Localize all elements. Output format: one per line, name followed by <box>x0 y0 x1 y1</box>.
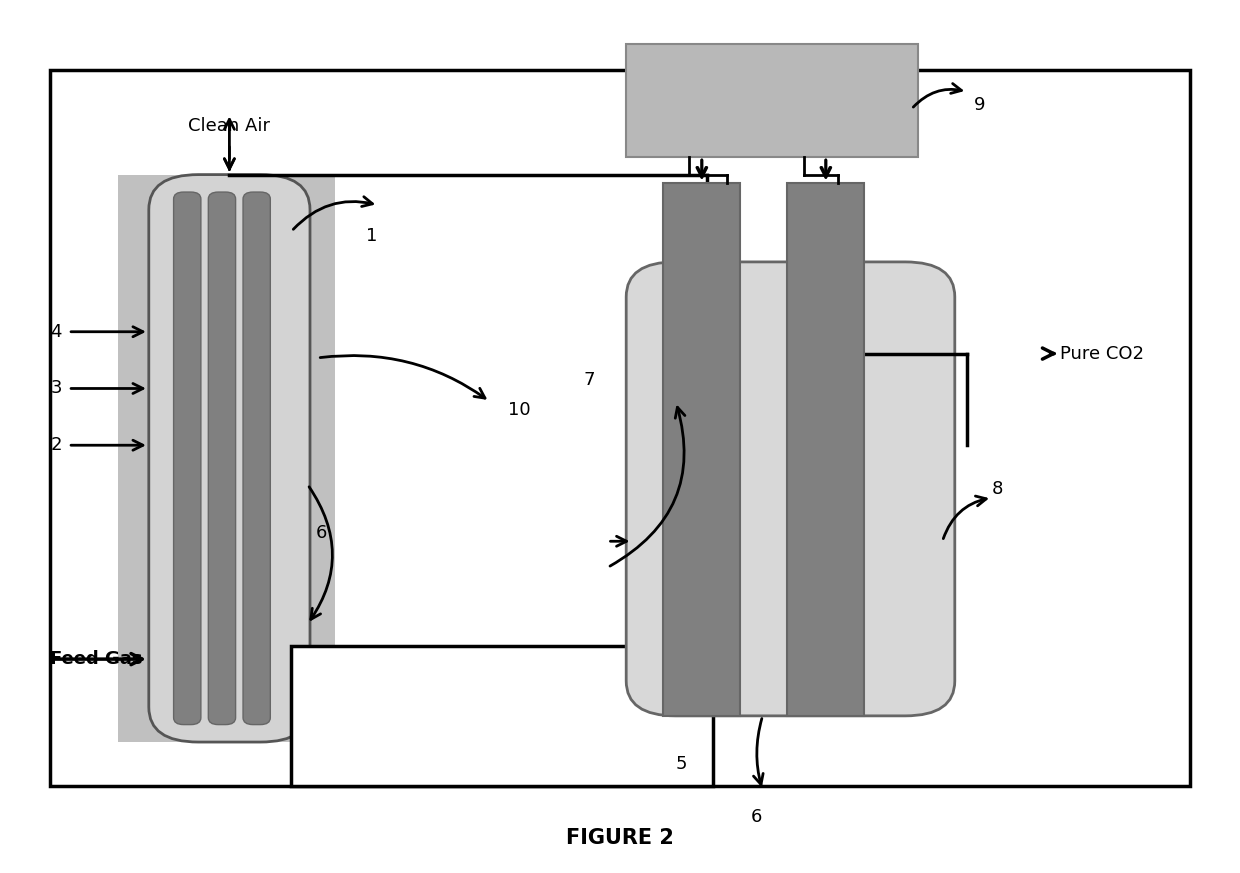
Text: 6: 6 <box>316 524 327 541</box>
Text: 1: 1 <box>366 227 377 244</box>
FancyBboxPatch shape <box>174 192 201 725</box>
Text: Feed Gas: Feed Gas <box>50 650 143 668</box>
Text: FIGURE 2: FIGURE 2 <box>567 828 673 848</box>
FancyBboxPatch shape <box>149 175 310 742</box>
Text: 3: 3 <box>51 380 62 397</box>
Text: 5: 5 <box>676 754 687 773</box>
Text: 7: 7 <box>584 371 595 388</box>
FancyBboxPatch shape <box>208 192 236 725</box>
Bar <box>787 183 864 716</box>
Text: 6: 6 <box>750 808 763 826</box>
Text: 10: 10 <box>508 402 531 419</box>
Bar <box>291 646 713 786</box>
Text: Clean Air: Clean Air <box>188 117 270 135</box>
Bar <box>118 175 335 742</box>
Text: Pure CO2: Pure CO2 <box>1060 345 1145 362</box>
Bar <box>50 70 1190 786</box>
FancyBboxPatch shape <box>243 192 270 725</box>
Text: 2: 2 <box>51 436 62 454</box>
Text: 4: 4 <box>51 323 62 340</box>
Text: 8: 8 <box>992 480 1003 498</box>
FancyBboxPatch shape <box>626 262 955 716</box>
Bar <box>663 183 740 716</box>
Bar <box>626 44 918 157</box>
Text: 9: 9 <box>973 96 985 113</box>
